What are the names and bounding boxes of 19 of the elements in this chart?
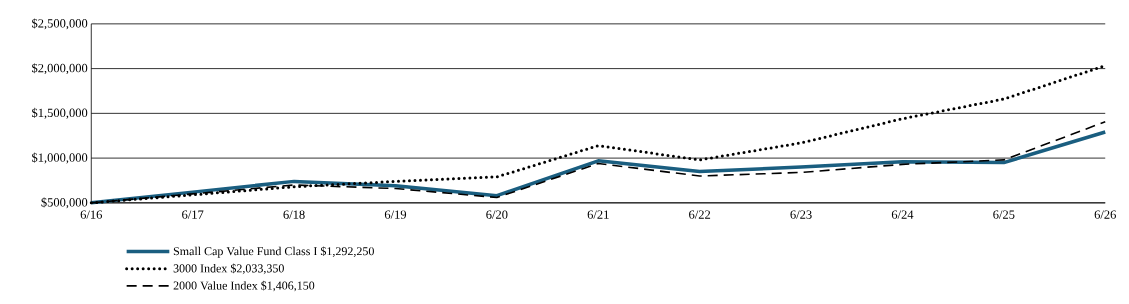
x-tick-label: 6/25 <box>993 210 1015 219</box>
y-tick-label: $2,000,000 <box>32 63 88 75</box>
x-tick-label: 6/23 <box>790 210 812 219</box>
x-tick-label: 6/18 <box>283 210 305 219</box>
legend-label: Small Cap Value Fund Class I $1,292,250 <box>173 246 374 258</box>
y-tick-label: $1,000,000 <box>32 152 88 164</box>
y-tick-label: $500,000 <box>41 197 88 209</box>
x-tick-label: 6/22 <box>689 210 711 219</box>
x-tick-label: 6/19 <box>384 210 407 219</box>
x-tick-label: 6/20 <box>486 210 508 219</box>
y-tick-label: $1,500,000 <box>32 107 88 119</box>
legend-label: 3000 Index $2,033,350 <box>173 263 284 275</box>
x-tick-label: 6/26 <box>1094 210 1116 219</box>
legend-label: 2000 Value Index $1,406,150 <box>173 280 315 292</box>
x-tick-label: 6/17 <box>182 210 204 219</box>
y-tick-label: $2,500,000 <box>32 18 88 30</box>
x-tick-label: 6/24 <box>891 210 914 219</box>
x-tick-label: 6/16 <box>80 210 103 219</box>
x-tick-label: 6/21 <box>587 210 609 219</box>
